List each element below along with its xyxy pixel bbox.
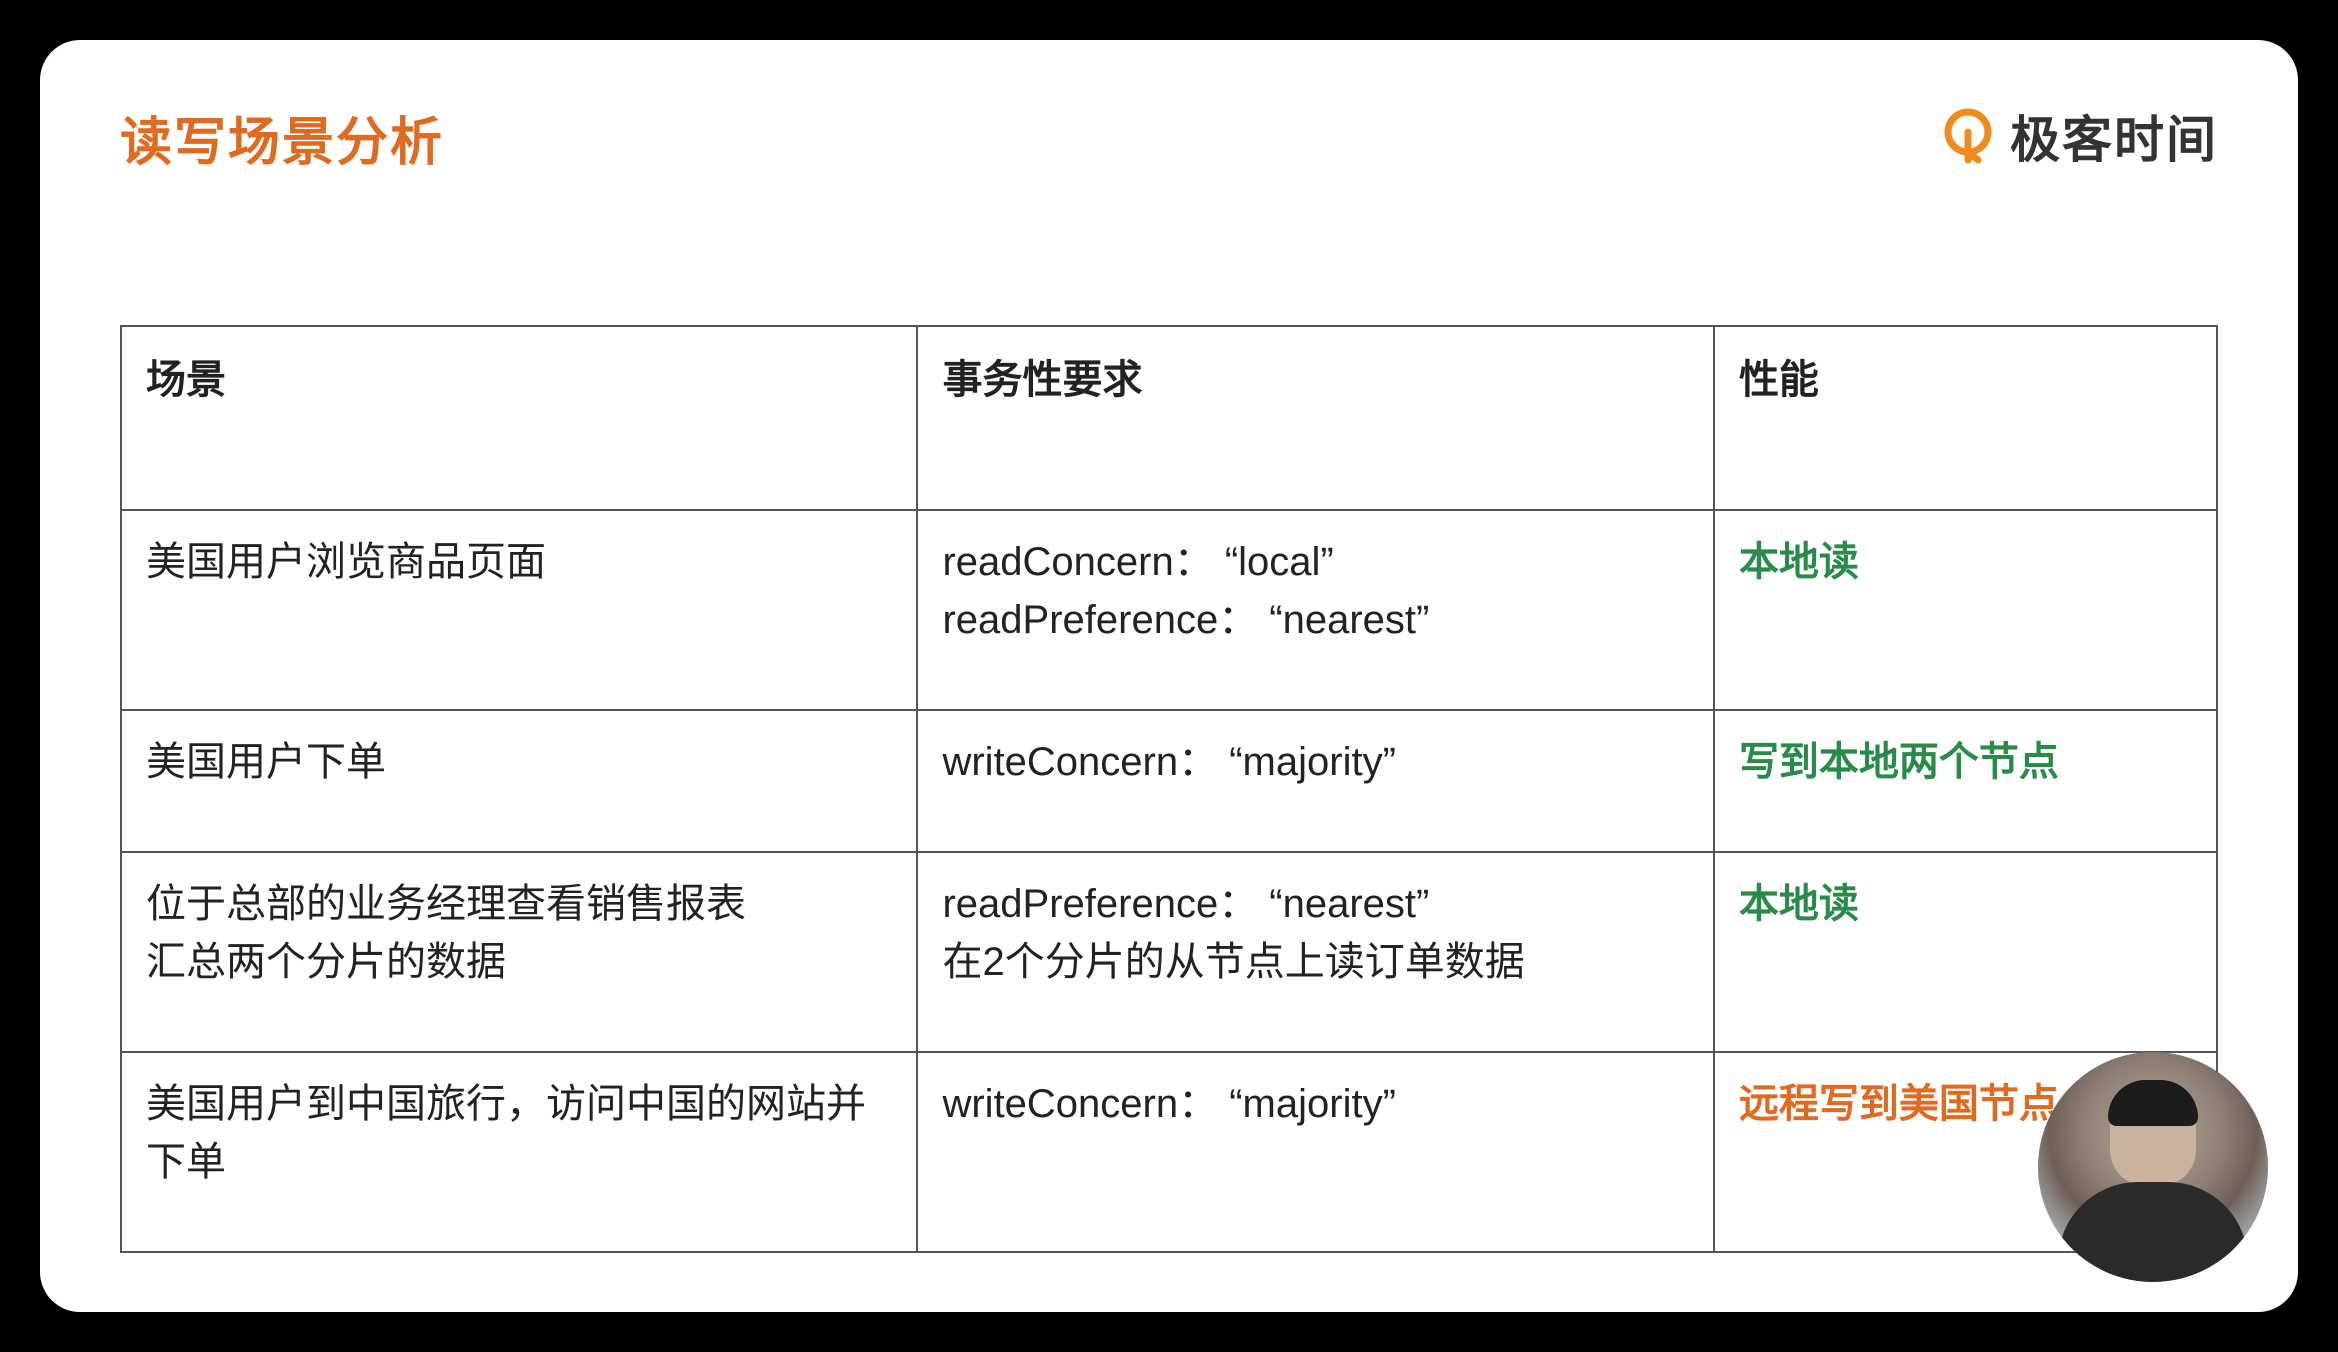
brand-text: 极客时间 xyxy=(2010,100,2218,172)
table-header-row: 场景 事务性要求 性能 xyxy=(121,326,2217,510)
cell-scene: 美国用户浏览商品页面 xyxy=(121,510,917,710)
col-header-requirement: 事务性要求 xyxy=(917,326,1713,510)
scenario-table-wrap: 场景 事务性要求 性能 美国用户浏览商品页面 readConcern： “loc… xyxy=(120,325,2218,1253)
brand-icon xyxy=(1940,108,1996,164)
brand-logo: 极客时间 xyxy=(1940,100,2218,172)
cell-requirement: writeConcern： “majority” xyxy=(917,710,1713,852)
cell-performance: 本地读 xyxy=(1714,510,2217,710)
cell-performance: 写到本地两个节点 xyxy=(1714,710,2217,852)
cell-performance: 本地读 xyxy=(1714,852,2217,1052)
table-row: 位于总部的业务经理查看销售报表 汇总两个分片的数据 readPreference… xyxy=(121,852,2217,1052)
slide: 读写场景分析 极客时间 场景 事务性要求 性能 xyxy=(40,40,2298,1312)
cell-scene: 美国用户到中国旅行，访问中国的网站并下单 xyxy=(121,1052,917,1252)
cell-requirement: readPreference： “nearest” 在2个分片的从节点上读订单数… xyxy=(917,852,1713,1052)
cell-requirement: writeConcern： “majority” xyxy=(917,1052,1713,1252)
cell-scene: 位于总部的业务经理查看销售报表 汇总两个分片的数据 xyxy=(121,852,917,1052)
col-header-performance: 性能 xyxy=(1714,326,2217,510)
table-body: 美国用户浏览商品页面 readConcern： “local” readPref… xyxy=(121,510,2217,1252)
col-header-scene: 场景 xyxy=(121,326,917,510)
table-row: 美国用户浏览商品页面 readConcern： “local” readPref… xyxy=(121,510,2217,710)
cell-scene: 美国用户下单 xyxy=(121,710,917,852)
table-row: 美国用户下单 writeConcern： “majority” 写到本地两个节点 xyxy=(121,710,2217,852)
slide-title: 读写场景分析 xyxy=(120,100,444,175)
scenario-table: 场景 事务性要求 性能 美国用户浏览商品页面 readConcern： “loc… xyxy=(120,325,2218,1253)
presenter-avatar xyxy=(2038,1052,2268,1282)
table-row: 美国用户到中国旅行，访问中国的网站并下单 writeConcern： “majo… xyxy=(121,1052,2217,1252)
cell-requirement: readConcern： “local” readPreference： “ne… xyxy=(917,510,1713,710)
slide-header: 读写场景分析 极客时间 xyxy=(120,100,2218,175)
